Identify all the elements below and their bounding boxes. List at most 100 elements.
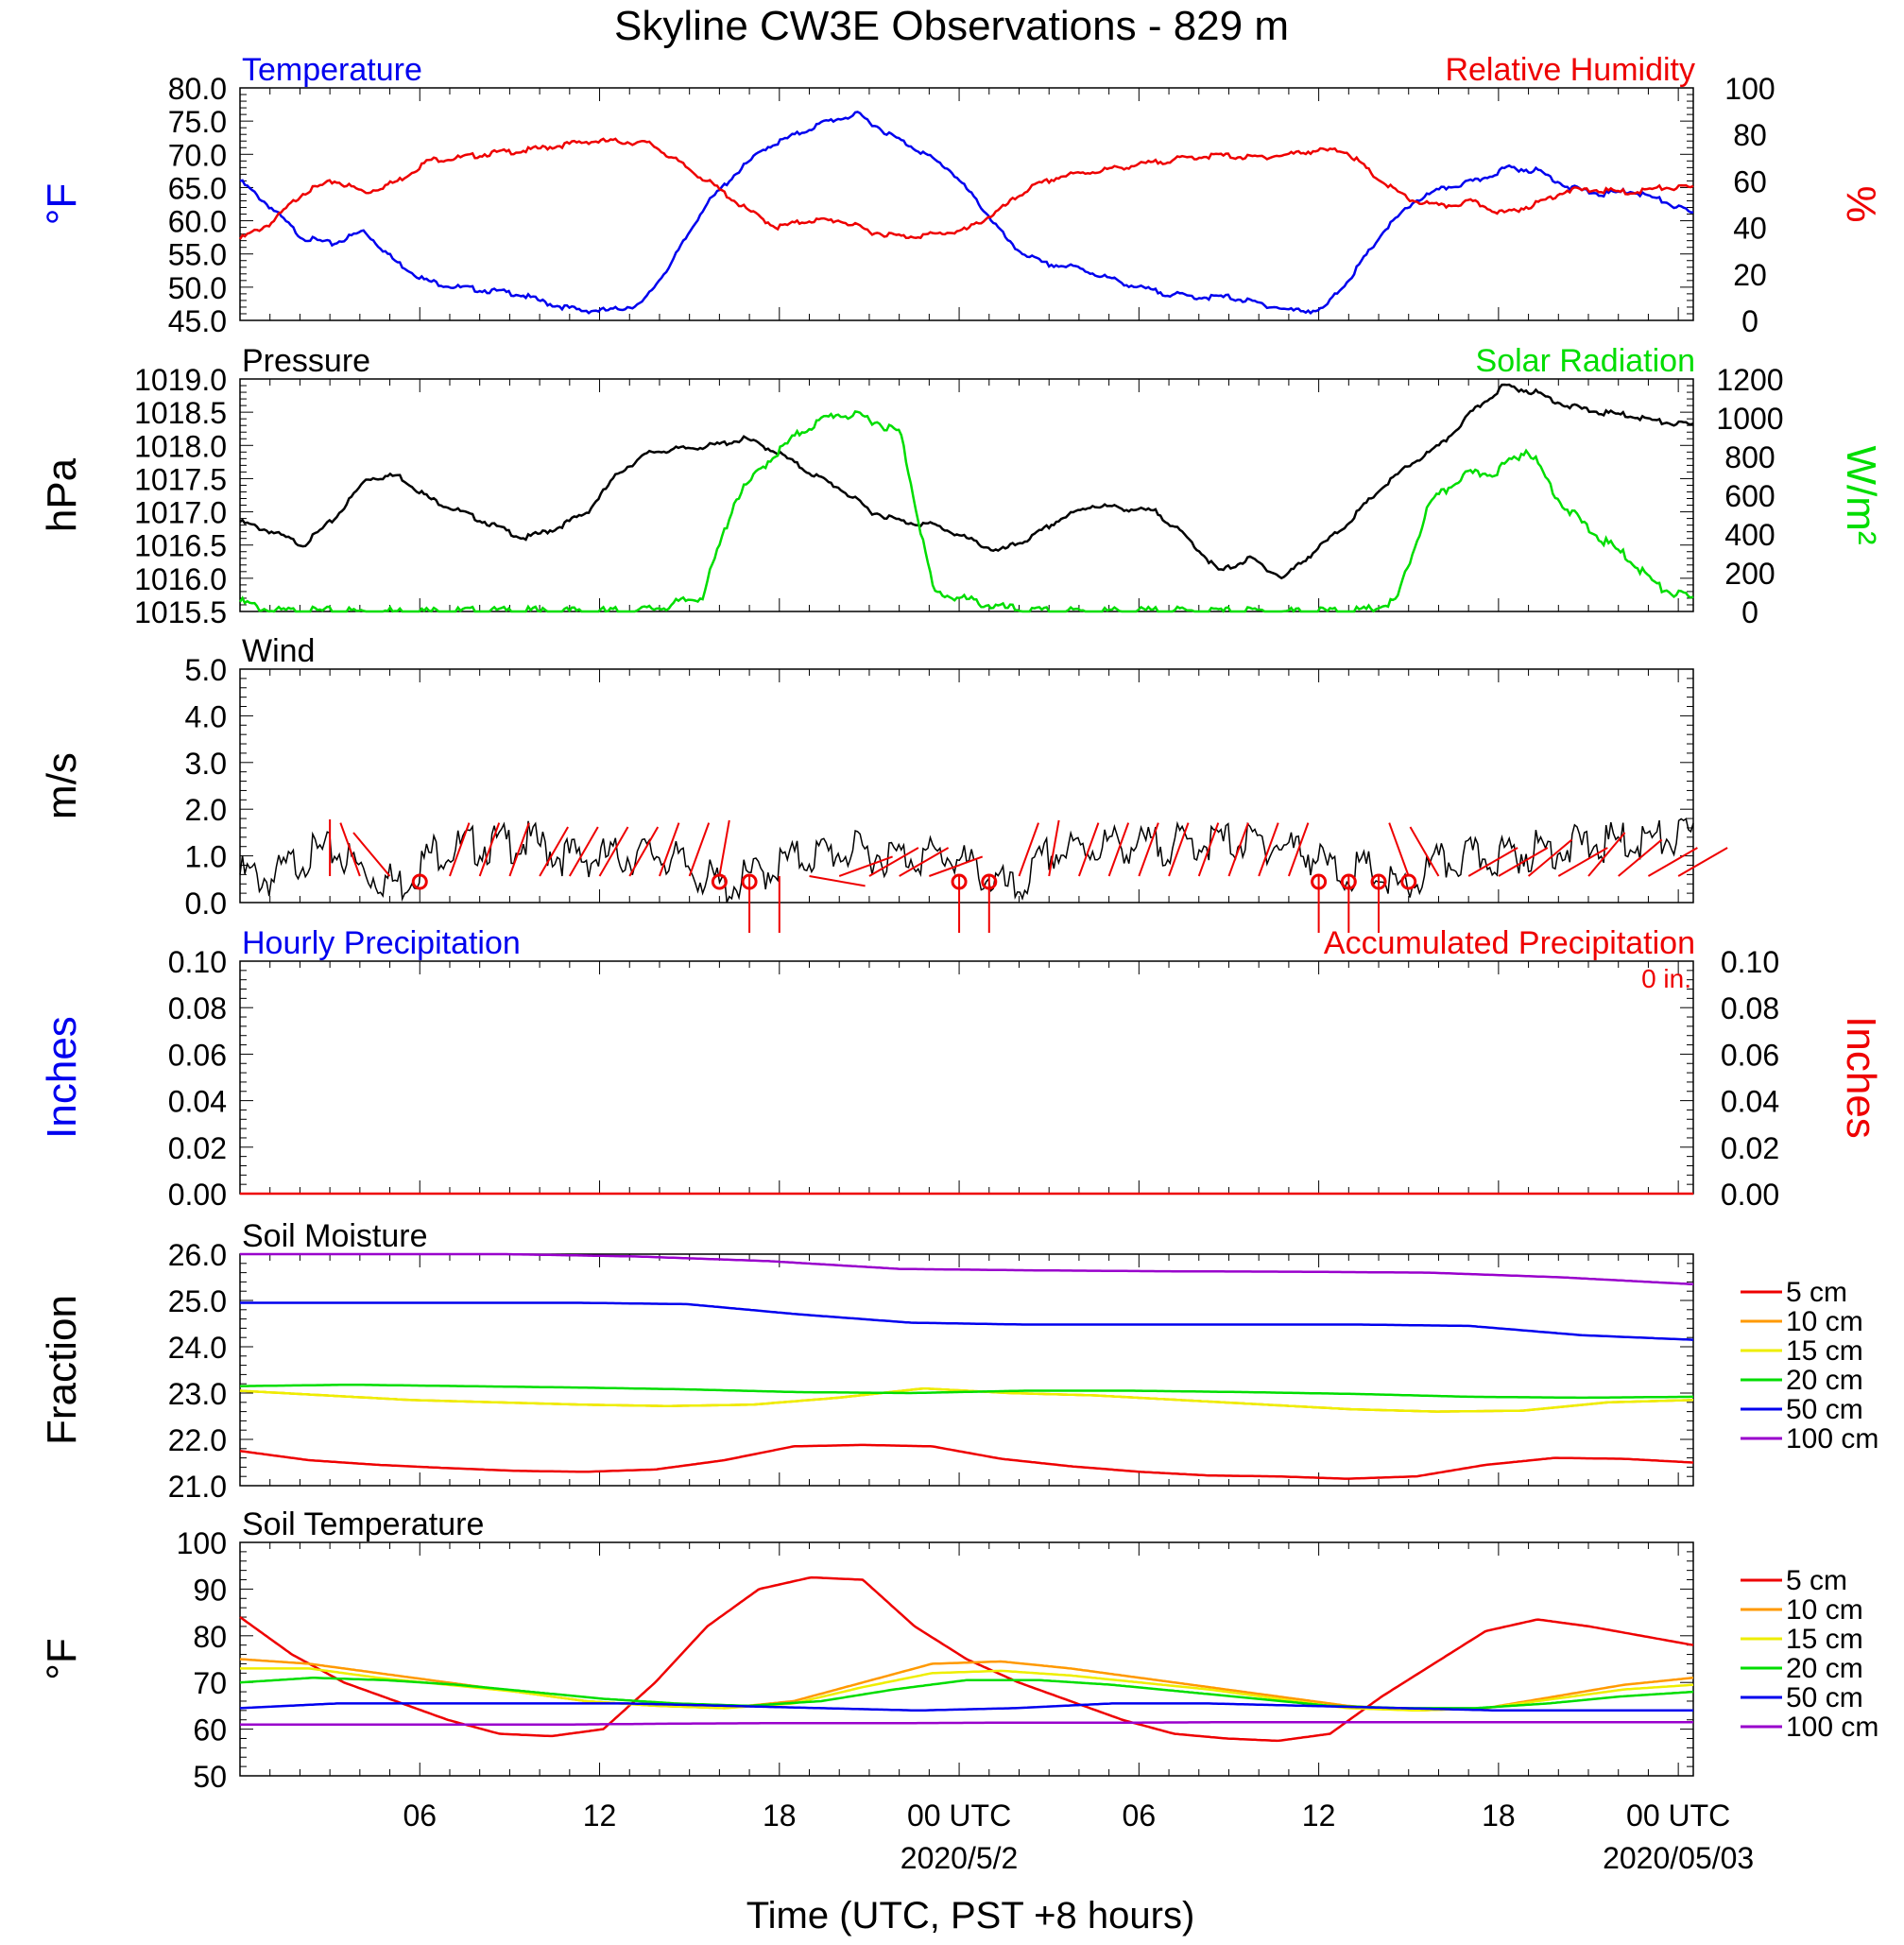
wind-barb xyxy=(478,822,501,877)
x-axis-title: Time (UTC, PST +8 hours) xyxy=(746,1895,1195,1936)
panel-annotation: 0 in. xyxy=(1641,964,1691,993)
y-tick-label-left: 60 xyxy=(193,1713,227,1747)
calm-marker xyxy=(741,873,758,890)
y-tick-label-left: 60.0 xyxy=(168,205,227,239)
wind-barb xyxy=(598,826,629,877)
series-line xyxy=(239,383,1694,580)
series-line xyxy=(238,410,1694,613)
panel-title-left: Pressure xyxy=(242,343,370,379)
wind-barb xyxy=(539,826,569,877)
calm-marker xyxy=(1311,873,1328,890)
wind-barb xyxy=(1409,826,1440,877)
y-tick-label-left: 3.0 xyxy=(185,747,227,781)
plot-frame xyxy=(239,378,1694,612)
series-line xyxy=(239,111,1693,316)
y-tick-label-right: 0 xyxy=(1741,304,1758,338)
wind-barb xyxy=(628,826,660,877)
series-line xyxy=(240,1720,1693,1726)
chart-title: Skyline CW3E Observations - 829 m xyxy=(614,3,1289,49)
y-tick-label-left: 1015.5 xyxy=(134,595,227,629)
y-tick-label-left: 100 xyxy=(177,1526,227,1560)
wind-barb xyxy=(659,822,680,877)
wind-barb xyxy=(688,822,711,877)
panel-title-right: Accumulated Precipitation xyxy=(1324,925,1695,961)
y-axis-label-left: m/s xyxy=(39,752,85,819)
y-tick-label-left: 80 xyxy=(193,1620,227,1654)
y-axis-label-left: Fraction xyxy=(39,1295,85,1445)
y-tick-label-right: 0.06 xyxy=(1721,1038,1779,1072)
y-tick-label-left: 2.0 xyxy=(185,793,227,827)
legend-label: 15 cm xyxy=(1786,1335,1863,1367)
wind-barbs xyxy=(329,819,1728,933)
panel-title-right: Relative Humidity xyxy=(1445,52,1695,88)
y-tick-label-left: 90 xyxy=(193,1573,227,1607)
wind-barb xyxy=(339,822,361,877)
wind-barb xyxy=(1077,822,1100,877)
legend-label: 50 cm xyxy=(1786,1394,1863,1425)
wind-barb xyxy=(1467,847,1518,877)
y-tick-label-left: 0.02 xyxy=(168,1131,227,1165)
wind-barb xyxy=(1527,838,1573,877)
x-tick-label: 18 xyxy=(1482,1799,1516,1833)
wind-barb xyxy=(1618,838,1663,877)
y-tick-label-left: 45.0 xyxy=(168,304,227,338)
y-tick-label-left: 70 xyxy=(193,1666,227,1700)
calm-marker xyxy=(711,873,728,890)
series-line xyxy=(239,1575,1694,1743)
legend-label: 20 cm xyxy=(1786,1653,1863,1684)
panel-1: 80.075.070.065.060.055.050.045.0 100 80 60 4… xyxy=(39,52,1884,338)
wind-barb xyxy=(929,855,984,877)
wind-barb xyxy=(1587,832,1626,877)
wind-barb xyxy=(1258,822,1279,877)
calm-marker xyxy=(951,873,968,890)
y-tick-label-left: 1018.5 xyxy=(134,396,227,430)
y-tick-label-right: 80 xyxy=(1733,118,1767,152)
panel-3: 5.0 4.0 3.0 2.0 1.0 0.0 Wind m/s xyxy=(39,633,1694,921)
y-axis-label-left: hPa xyxy=(39,457,85,532)
y-axis-label-left: °F xyxy=(39,183,85,225)
y-tick-label-left: 24.0 xyxy=(168,1331,227,1365)
y-axis-label-left: Inches xyxy=(39,1016,85,1139)
y-tick-label-left: 26.0 xyxy=(168,1238,227,1272)
wind-barb xyxy=(838,855,893,877)
y-tick-label-left: 65.0 xyxy=(168,171,227,205)
x-tick-label: 18 xyxy=(763,1799,797,1833)
y-tick-label-right: 400 xyxy=(1724,518,1775,552)
y-tick-label-left: 21.0 xyxy=(168,1470,227,1504)
y-tick-label-left: 55.0 xyxy=(168,238,227,272)
wind-barb xyxy=(1287,822,1310,877)
y-tick-label-left: 1016.0 xyxy=(134,562,227,596)
y-tick-label-left: 1016.5 xyxy=(134,529,227,563)
legend-label: 5 cm xyxy=(1786,1565,1847,1596)
x-date-label: 2020/05/03 xyxy=(1603,1841,1754,1875)
series-line xyxy=(239,1386,1694,1413)
series-line xyxy=(240,1301,1694,1341)
y-tick-label-right: 800 xyxy=(1724,440,1775,474)
legend-label: 20 cm xyxy=(1786,1365,1863,1396)
plot-frame xyxy=(239,668,1694,904)
y-tick-label-right: 1200 xyxy=(1716,363,1783,397)
y-tick-label-right: 40 xyxy=(1733,212,1767,246)
series-line xyxy=(239,1702,1693,1713)
series-line xyxy=(239,818,1694,904)
series-line xyxy=(238,137,1694,240)
y-tick-label-left: 23.0 xyxy=(168,1377,227,1411)
wind-barb xyxy=(868,847,919,877)
legend-label: 10 cm xyxy=(1786,1594,1863,1626)
plot-frame xyxy=(239,960,1694,1195)
y-axis-label-right: Inches xyxy=(1838,1016,1884,1139)
x-tick-label: 12 xyxy=(583,1799,617,1833)
wind-barb xyxy=(1498,847,1549,877)
wind-barb xyxy=(1018,822,1039,877)
wind-barb xyxy=(508,822,530,877)
y-tick-label-right: 200 xyxy=(1724,557,1775,591)
legend-label: 50 cm xyxy=(1786,1682,1863,1713)
y-tick-label-left: 0.10 xyxy=(168,945,227,979)
y-tick-label-left: 4.0 xyxy=(185,699,227,733)
y-tick-label-left: 0.04 xyxy=(168,1085,227,1119)
y-tick-label-left: 1017.0 xyxy=(134,496,227,530)
legend-label: 100 cm xyxy=(1786,1423,1878,1454)
wind-barb xyxy=(718,819,730,877)
panel-5: 26.0 25.0 24.0 23.0 22.0 21.0 Soil Moisture Fra… xyxy=(39,1218,1878,1504)
